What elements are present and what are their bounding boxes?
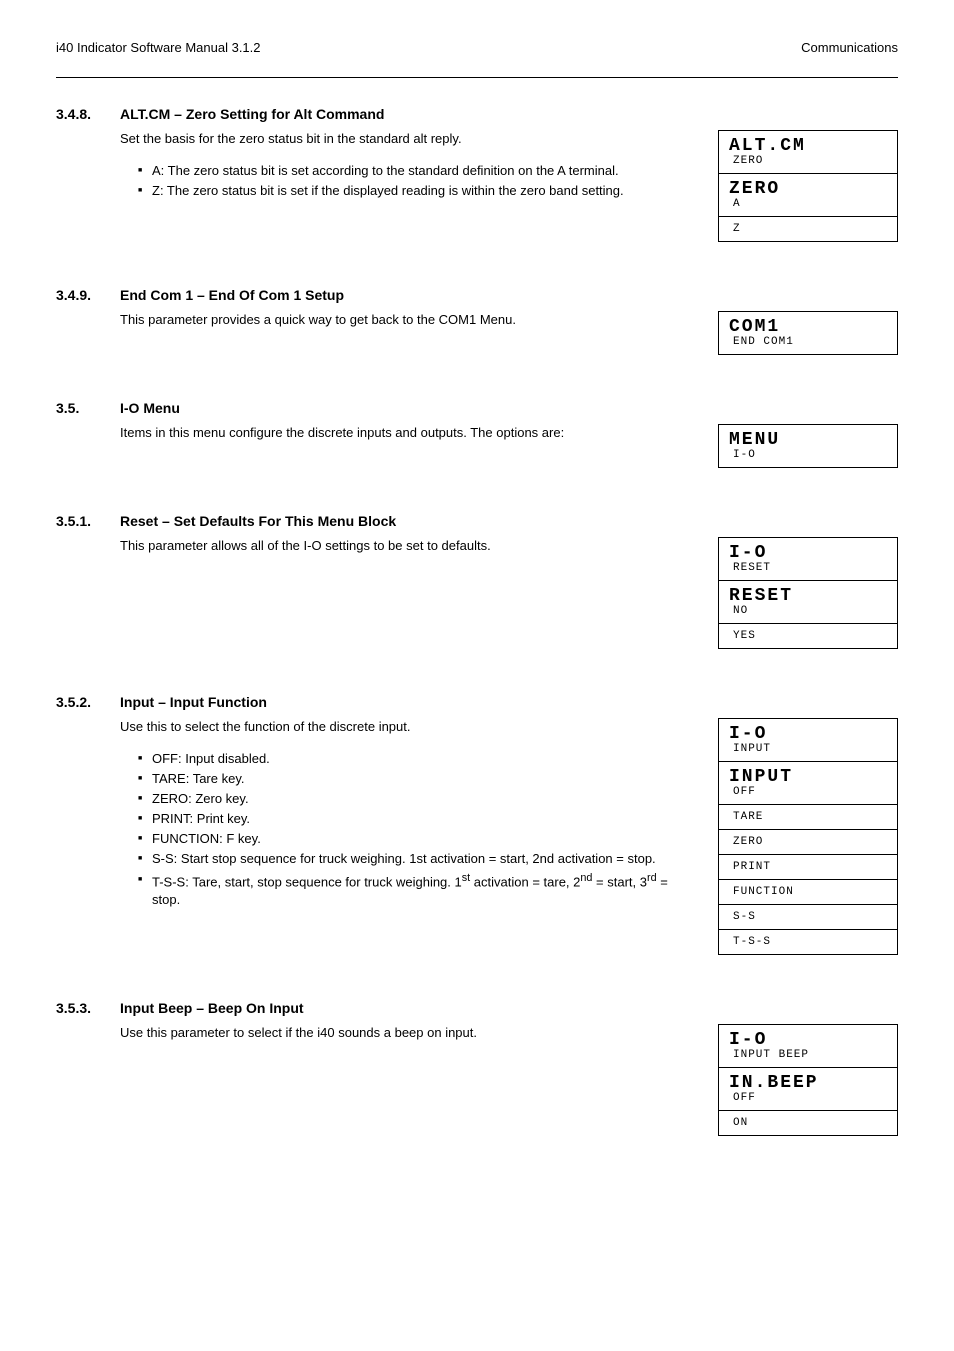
sec-3-5-num: 3.5. bbox=[56, 400, 120, 416]
menu-box: COM1 END COM1 bbox=[718, 311, 898, 355]
menu-option: Z bbox=[719, 217, 897, 241]
menu-box: ZERO bbox=[718, 829, 898, 855]
menu-big: COM1 bbox=[719, 312, 897, 336]
menu-big: I-O bbox=[719, 538, 897, 562]
list-item: ZERO: Zero key. bbox=[138, 790, 694, 808]
menu-big: ZErO bbox=[719, 174, 897, 198]
menu-box: TARE bbox=[718, 804, 898, 830]
sec-3-4-9-num: 3.4.9. bbox=[56, 287, 120, 303]
sec-3-4-9-title: End Com 1 – End Of Com 1 Setup bbox=[120, 287, 694, 303]
sec-3-5-3-body: Use this parameter to select if the i40 … bbox=[120, 1024, 694, 1042]
sup: nd bbox=[580, 872, 592, 884]
menu-big: rESEt bbox=[719, 581, 897, 605]
menu-small: END COM1 bbox=[719, 336, 897, 354]
menu-big: I-O bbox=[719, 719, 897, 743]
sec-3-5-2-body: Use this to select the function of the d… bbox=[120, 718, 694, 736]
sec-3-4-8-list: A: The zero status bit is set according … bbox=[120, 162, 694, 200]
sup: rd bbox=[647, 872, 657, 884]
menu-option: TARE bbox=[719, 805, 897, 829]
sec-3-5-2-num: 3.5.2. bbox=[56, 694, 120, 710]
list-item: TARE: Tare key. bbox=[138, 770, 694, 788]
menu-small: RESET bbox=[719, 562, 897, 580]
menu-option: PRINT bbox=[719, 855, 897, 879]
menu-small: NO bbox=[719, 605, 897, 623]
header-right: Communications bbox=[801, 40, 898, 55]
menu-option: FUNCTION bbox=[719, 880, 897, 904]
frag: = start, 3 bbox=[592, 874, 647, 889]
menu-big: In.bEEP bbox=[719, 1068, 897, 1092]
list-item: S-S: Start stop sequence for truck weigh… bbox=[138, 850, 694, 868]
menu-box: FUNCTION bbox=[718, 879, 898, 905]
sec-3-5-3-num: 3.5.3. bbox=[56, 1000, 120, 1016]
menu-box: I-O INPUT bbox=[718, 718, 898, 762]
sec-3-4-8-title: ALT.CM – Zero Setting for Alt Command bbox=[120, 106, 694, 122]
sec-3-4-9-body: This parameter provides a quick way to g… bbox=[120, 311, 694, 329]
sec-3-4-8-num: 3.4.8. bbox=[56, 106, 120, 122]
list-item: FUNCTION: F key. bbox=[138, 830, 694, 848]
menu-option: YES bbox=[719, 624, 897, 648]
menu-box: InPUt OFF bbox=[718, 761, 898, 805]
list-item: OFF: Input disabled. bbox=[138, 750, 694, 768]
menu-small: A bbox=[719, 198, 897, 216]
menu-option: ZERO bbox=[719, 830, 897, 854]
sec-3-5-2-title: Input – Input Function bbox=[120, 694, 694, 710]
header-left: i40 Indicator Software Manual 3.1.2 bbox=[56, 40, 261, 55]
menu-big: InPUt bbox=[719, 762, 897, 786]
menu-small: INPUT bbox=[719, 743, 897, 761]
menu-box: ON bbox=[718, 1110, 898, 1136]
menu-box: In.bEEP OFF bbox=[718, 1067, 898, 1111]
list-item: Z: The zero status bit is set if the dis… bbox=[138, 182, 694, 200]
menu-box: I-O RESET bbox=[718, 537, 898, 581]
sec-3-4-8-body: Set the basis for the zero status bit in… bbox=[120, 130, 694, 148]
menu-small: OFF bbox=[719, 786, 897, 804]
sec-3-5-1-body: This parameter allows all of the I-O set… bbox=[120, 537, 694, 555]
list-item: T-S-S: Tare, start, stop sequence for tr… bbox=[138, 871, 694, 910]
sec-3-5-title: I-O Menu bbox=[120, 400, 694, 416]
list-item: PRINT: Print key. bbox=[138, 810, 694, 828]
sec-3-5-1-num: 3.5.1. bbox=[56, 513, 120, 529]
menu-box: Z bbox=[718, 216, 898, 242]
menu-small: OFF bbox=[719, 1092, 897, 1110]
menu-box: Alt.CM ZERO bbox=[718, 130, 898, 174]
menu-option: T-S-S bbox=[719, 930, 897, 954]
menu-option: S-S bbox=[719, 905, 897, 929]
menu-box: rESEt NO bbox=[718, 580, 898, 624]
menu-small: I-O bbox=[719, 449, 897, 467]
header-rule bbox=[56, 77, 898, 78]
menu-box: ZErO A bbox=[718, 173, 898, 217]
menu-box: MENU I-O bbox=[718, 424, 898, 468]
sec-3-5-intro: Items in this menu configure the discret… bbox=[120, 424, 694, 442]
menu-box: PRINT bbox=[718, 854, 898, 880]
sec-3-5-3-title: Input Beep – Beep On Input bbox=[120, 1000, 694, 1016]
menu-box: S-S bbox=[718, 904, 898, 930]
menu-big: MENU bbox=[719, 425, 897, 449]
menu-box: T-S-S bbox=[718, 929, 898, 955]
menu-big: Alt.CM bbox=[719, 131, 897, 155]
menu-option: ON bbox=[719, 1111, 897, 1135]
frag: T-S-S: Tare, start, stop sequence for tr… bbox=[152, 874, 462, 889]
list-item: A: The zero status bit is set according … bbox=[138, 162, 694, 180]
sup: st bbox=[462, 872, 470, 884]
sec-3-5-2-list: OFF: Input disabled. TARE: Tare key. ZER… bbox=[120, 750, 694, 910]
menu-small: ZERO bbox=[719, 155, 897, 173]
frag: activation = tare, 2 bbox=[470, 874, 580, 889]
sec-3-5-1-title: Reset – Set Defaults For This Menu Block bbox=[120, 513, 694, 529]
menu-box: I-O INPUT BEEP bbox=[718, 1024, 898, 1068]
menu-big: I-O bbox=[719, 1025, 897, 1049]
menu-small: INPUT BEEP bbox=[719, 1049, 897, 1067]
menu-box: YES bbox=[718, 623, 898, 649]
